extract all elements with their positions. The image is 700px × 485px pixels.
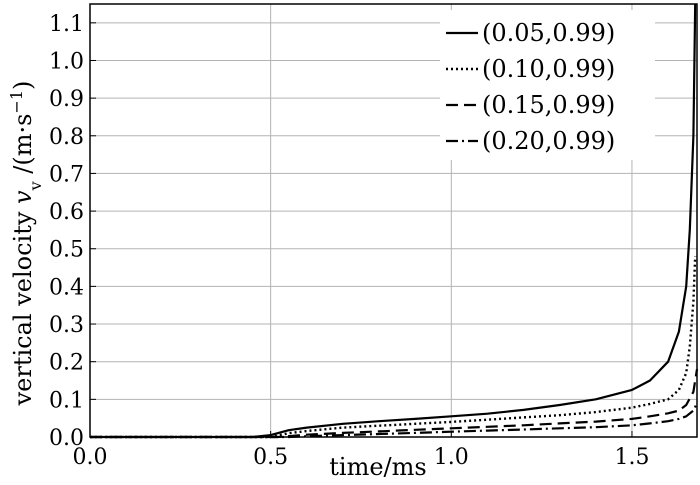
y-axis-ticks: 0.0 0.1 0.2 0.3 0.4 0.5 0.6 0.7 0.8 0.9 1.0 1.1 [49,12,96,451]
series-line-3 [90,369,699,439]
plot-frame [89,3,698,438]
y-tick-label: 0.3 [49,313,84,338]
y-tick-label: 0.0 [49,426,84,451]
x-tick-label: 0.0 [73,445,108,470]
x-tick-label: 0.5 [253,445,288,470]
x-axis-ticks: 0.0 0.5 1.0 1.5 [73,431,649,470]
legend-label-1: (0.05,0.99) [482,19,615,47]
y-tick-label: 1.1 [49,12,84,37]
y-tick-label: 1.0 [49,49,84,74]
series-line-2 [90,256,697,439]
x-axis-label: time/ms [329,453,426,481]
y-axis-label-unit-sup: −1 [7,90,26,114]
y-axis-label-var: v [9,190,37,204]
legend-label-3: (0.15,0.99) [482,91,615,119]
y-axis-label: vertical velocity vv /(m·s−1) [7,81,45,407]
y-axis-label-sub: v [26,181,45,191]
y-tick-label: 0.4 [49,275,84,300]
y-axis-label-prefix: vertical velocity [9,204,37,406]
legend-label-4: (0.20,0.99) [482,127,615,155]
series-line-4 [90,402,698,439]
y-tick-label: 0.1 [49,388,84,413]
x-tick-label: 1.0 [434,445,469,470]
y-tick-label: 0.7 [49,162,84,187]
legend-background [440,10,655,160]
y-axis-label-unit-open: /(m·s [9,114,37,182]
y-tick-label: 0.9 [49,87,84,112]
y-axis-label-unit-close: ) [9,81,37,90]
y-tick-label: 0.6 [49,200,84,225]
series-layer [90,3,699,439]
y-tick-label: 0.8 [49,125,84,150]
series-line-1 [90,3,697,439]
y-tick-label: 0.5 [49,238,84,263]
x-tick-label: 1.5 [614,445,649,470]
legend-label-2: (0.10,0.99) [482,55,615,83]
legend: (0.05,0.99) (0.10,0.99) (0.15,0.99) (0.20,0… [440,10,655,160]
y-tick-label: 0.2 [49,351,84,376]
